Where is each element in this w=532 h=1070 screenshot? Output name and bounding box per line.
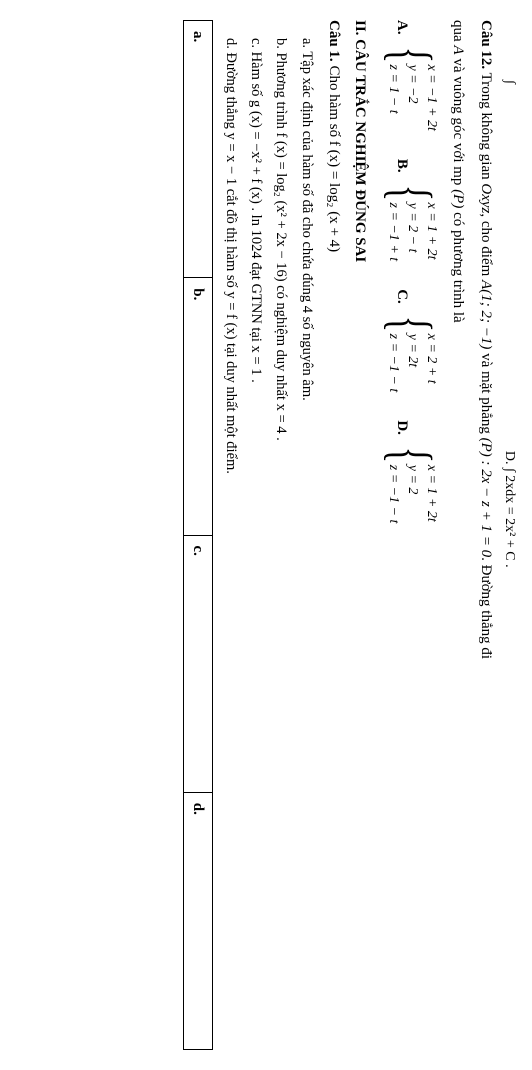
- optB-label: B.: [390, 159, 414, 173]
- optB-system: { x = 1 + 2t y = 2 − t z = −1 + t: [382, 179, 440, 262]
- optD-label: D.: [390, 420, 414, 435]
- q12-t1: Trong không gian: [478, 73, 494, 184]
- optD-l1: x = 1 + 2t: [421, 465, 440, 524]
- optA-l1: x = −1 + 2t: [421, 64, 440, 130]
- q12-t2: , cho điểm: [478, 213, 494, 280]
- cell-b: b.: [183, 278, 212, 535]
- c1-text: Cho hàm số f (x) = log₂ (x + 4): [326, 65, 342, 252]
- item-d: d. Đường thẳng y = x − 1 cắt đồ thị hàm …: [219, 38, 242, 1050]
- q12-pointA: A(1; 2; −1): [478, 280, 494, 349]
- brace-icon: {: [382, 46, 440, 63]
- brace-icon: {: [382, 315, 440, 332]
- brace-icon: {: [382, 446, 440, 463]
- q12-options: A. { x = −1 + 2t y = −2 z = 1 − t B. { x…: [382, 20, 440, 1050]
- item-a: a. Tập xác định của hàm số đã cho chứa đ…: [294, 38, 317, 1050]
- c1-line: Câu 1. Cho hàm số f (x) = log₂ (x + 4): [322, 20, 346, 1050]
- answer-table: a. b. c. d.: [183, 20, 213, 1050]
- optA-system: { x = −1 + 2t y = −2 z = 1 − t: [382, 41, 440, 131]
- optA-label: A.: [390, 20, 414, 35]
- optA-l2: y = −2: [402, 64, 421, 130]
- optC-l3: z = −1 − t: [383, 334, 402, 393]
- q12-option-B: B. { x = 1 + 2t y = 2 − t z = −1 + t: [382, 159, 440, 261]
- q12-A: A: [450, 45, 466, 54]
- optB-l3: z = −1 + t: [383, 203, 402, 262]
- optC-label: C.: [390, 289, 414, 304]
- q12-t4: . Đường thẳng đi: [478, 557, 494, 659]
- cell-c: c.: [183, 535, 212, 792]
- optB-l2: y = 2 − t: [402, 203, 421, 262]
- optC-l2: y = 2t: [402, 334, 421, 393]
- optD-l3: z = −1 − t: [383, 465, 402, 524]
- optD-l2: y = 2: [402, 465, 421, 524]
- top-fragment-right: D. ∫ 2xdx = 2x² + C .: [502, 451, 517, 568]
- top-fragment-row: ∫ D. ∫ 2xdx = 2x² + C .: [498, 80, 520, 1050]
- section-ii-title: II. CÂU TRẮC NGHIỆM ĐÚNG SAI: [348, 20, 372, 1050]
- optA-l3: z = 1 − t: [383, 64, 402, 130]
- cell-d: d.: [183, 792, 212, 1049]
- top-fragment-left: ∫: [502, 80, 517, 84]
- optC-l1: x = 2 + t: [421, 334, 440, 393]
- q12-option-A: A. { x = −1 + 2t y = −2 z = 1 − t: [382, 20, 440, 131]
- q12-oxyz: Oxyz: [478, 183, 494, 213]
- exam-page: ∫ D. ∫ 2xdx = 2x² + C . Câu 12. Trong kh…: [0, 0, 532, 1070]
- q12-l2a: qua: [450, 20, 466, 45]
- q12-option-C: C. { x = 2 + t y = 2t z = −1 − t: [382, 289, 440, 392]
- item-c: c. Hàm số g (x) = −x² + f (x) . ln 1024 …: [244, 38, 267, 1050]
- cell-a: a.: [183, 21, 212, 278]
- q12-line2: qua A và vuông góc với mp (P) có phương …: [446, 20, 470, 1050]
- optD-system: { x = 1 + 2t y = 2 z = −1 − t: [382, 441, 440, 524]
- q12-plane: (P) : 2x − z + 1 = 0: [478, 438, 494, 558]
- table-row: a. b. c. d.: [183, 21, 212, 1050]
- c1-head: Câu 1.: [326, 20, 342, 62]
- q12-t3: và mặt phẳng: [478, 349, 494, 437]
- q12-l2c: có phương trình là: [450, 208, 466, 322]
- optB-l1: x = 1 + 2t: [421, 203, 440, 262]
- item-b: b. Phương trình f (x) = log₂ (x² + 2x − …: [269, 38, 292, 1050]
- brace-icon: {: [382, 184, 440, 201]
- q12-P: (P): [450, 189, 466, 208]
- q12-head: Câu 12.: [478, 20, 494, 69]
- q12-l2b: và vuông góc với mp: [450, 55, 466, 190]
- q12-option-D: D. { x = 1 + 2t y = 2 z = −1 − t: [382, 420, 440, 523]
- q12-line1: Câu 12. Trong không gian Oxyz, cho điểm …: [474, 20, 498, 1050]
- optC-system: { x = 2 + t y = 2t z = −1 − t: [382, 310, 440, 393]
